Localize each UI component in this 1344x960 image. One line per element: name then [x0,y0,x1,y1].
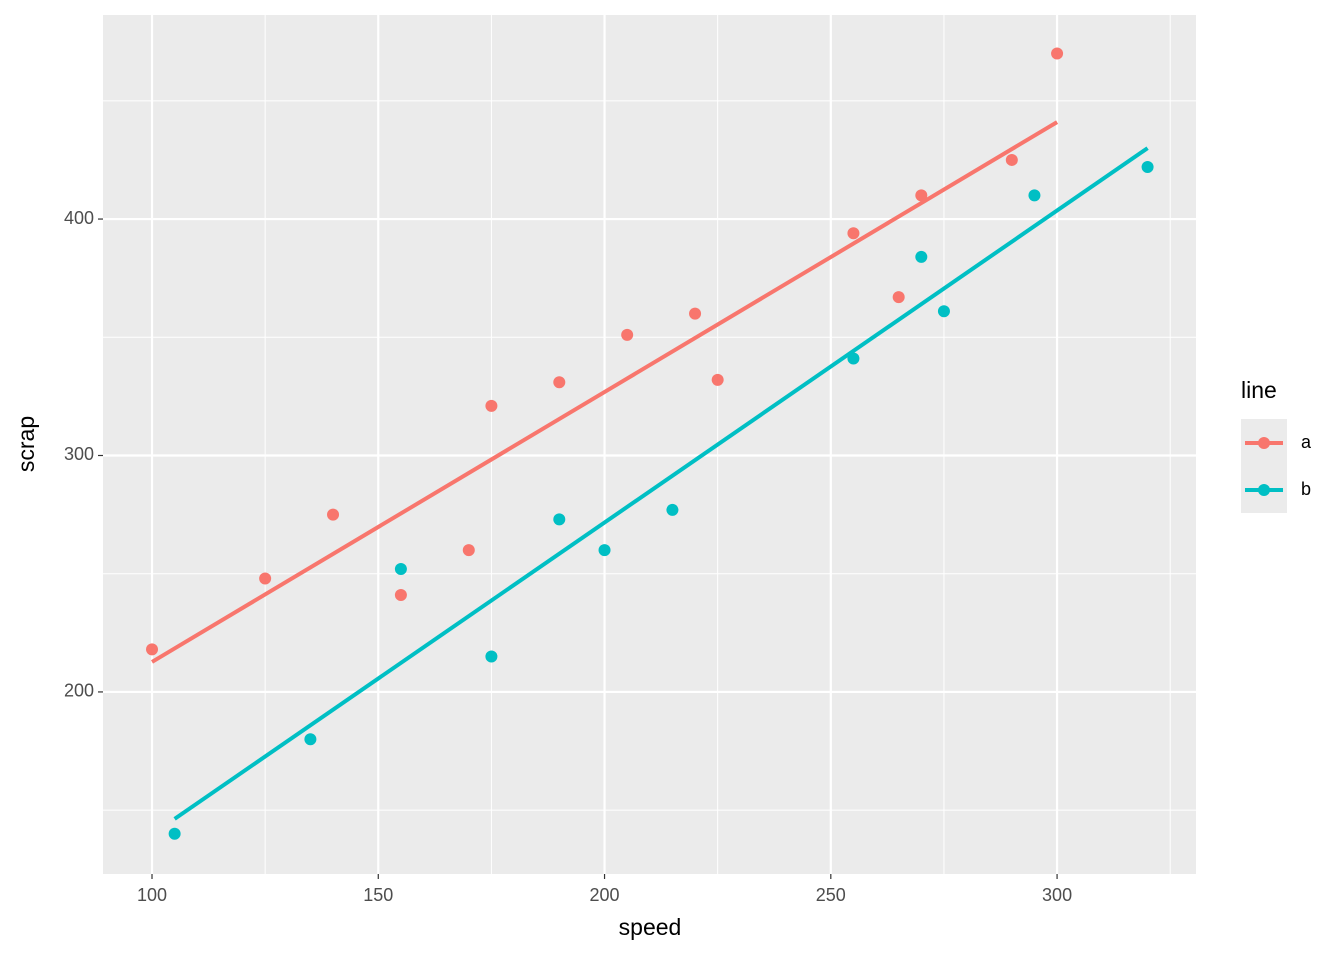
point [327,508,340,521]
point [462,544,475,557]
y-axis-title: scrap [13,416,39,472]
y-tick-label: 400 [64,208,94,228]
legend-label: b [1301,479,1311,499]
point [1051,47,1064,60]
x-tick-label: 150 [363,885,393,905]
point [1028,189,1041,202]
legend-keys-bg [1241,419,1287,513]
x-tick-label: 250 [816,885,846,905]
point [259,572,272,585]
y-tick-label: 200 [64,681,94,701]
point [168,827,181,840]
point [304,733,317,746]
legend-title: line [1241,377,1277,403]
point [666,503,679,516]
point [892,291,905,304]
point [146,643,159,656]
point [847,352,860,365]
point [598,544,611,557]
x-tick-label: 200 [590,885,620,905]
point [553,513,566,526]
point [621,328,634,341]
fit-line [173,146,1149,821]
fit-line [150,120,1059,664]
panel [103,15,1196,874]
point [937,305,950,318]
legend-label: a [1301,432,1312,452]
point [847,227,860,240]
point [485,399,498,412]
x-tick-label: 300 [1042,885,1072,905]
legend-key-point [1258,437,1270,449]
point [915,189,928,202]
point [711,373,724,386]
point [689,307,702,320]
point [485,650,498,663]
y-tick-label: 300 [64,444,94,464]
point [394,588,407,601]
point [1141,161,1154,174]
x-tick-label: 100 [137,885,167,905]
point [1005,153,1018,166]
point [553,376,566,389]
x-axis-title: speed [619,914,682,940]
point [394,562,407,575]
legend-key-point [1258,484,1270,496]
point [915,250,928,263]
